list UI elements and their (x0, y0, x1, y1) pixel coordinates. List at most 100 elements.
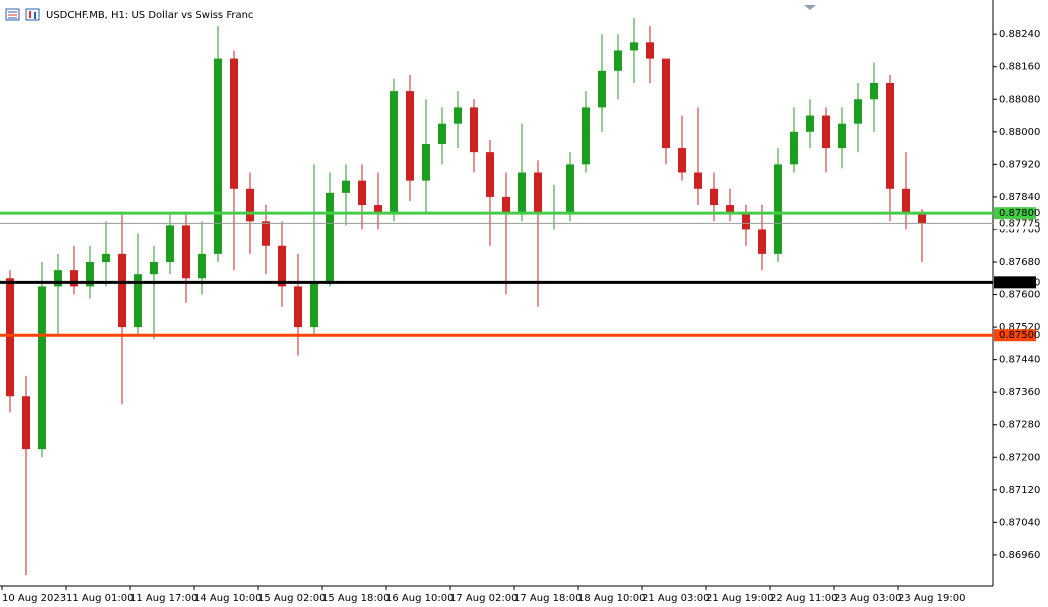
candle-body (518, 172, 526, 214)
y-tick-label: 0.87520 (999, 322, 1040, 333)
candle-body (310, 282, 318, 328)
candle-body (198, 253, 206, 279)
chart-title: USDCHF.MB, H1: US Dollar vs Swiss Franc (46, 10, 253, 21)
candle-body (838, 123, 846, 149)
x-tick-label: 21 Aug 03:00 (642, 593, 709, 604)
level-label-box (994, 276, 1036, 289)
y-tick-label: 0.87360 (999, 387, 1040, 398)
level-label-box (994, 207, 1036, 220)
x-tick-label: 14 Aug 10:00 (194, 593, 261, 604)
candle-body (710, 188, 718, 206)
candle-body (86, 262, 94, 287)
x-tick-label: 22 Aug 11:00 (770, 593, 837, 604)
candle-body (214, 58, 222, 254)
y-tick-label: 0.87280 (999, 420, 1040, 431)
candle-body (614, 50, 622, 71)
y-tick-label: 0.88080 (999, 94, 1040, 105)
candle-body (694, 172, 702, 189)
y-tick-label: 0.88000 (999, 127, 1040, 138)
x-tick-label: 17 Aug 18:00 (514, 593, 581, 604)
scroll-marker (804, 5, 816, 10)
current-price-label: 0.87775 (999, 218, 1040, 229)
candle-body (438, 123, 446, 145)
candle-body (374, 205, 382, 214)
level-label: 0.87800 (999, 208, 1040, 219)
candle-body (806, 115, 814, 132)
candle-body (422, 144, 430, 181)
candle-body (54, 270, 62, 287)
x-tick-label: 21 Aug 19:00 (706, 593, 773, 604)
candle-body (22, 396, 30, 450)
candle-body (758, 229, 766, 254)
candle-body (774, 164, 782, 254)
candle-body (822, 115, 830, 149)
candle-body (70, 270, 78, 287)
x-tick-label: 17 Aug 02:00 (450, 593, 517, 604)
x-tick-label: 11 Aug 17:00 (130, 593, 197, 604)
candle-body (678, 148, 686, 173)
candle-body (566, 164, 574, 214)
candle-body (598, 70, 606, 108)
candle-body (646, 42, 654, 59)
symbol-icons (5, 8, 40, 21)
candle-body (854, 99, 862, 124)
candle-body (150, 262, 158, 275)
candle-body (486, 152, 494, 197)
candle-body (278, 245, 286, 287)
candle-body (918, 213, 926, 224)
candle-body (582, 107, 590, 165)
y-tick-label: 0.88240 (999, 29, 1040, 40)
y-tick-label: 0.87840 (999, 192, 1040, 203)
y-tick-label: 0.87920 (999, 159, 1040, 170)
candle-body (326, 192, 334, 283)
y-tick-label: 0.87680 (999, 257, 1040, 268)
level-label: 0.87630 (999, 277, 1040, 288)
candle-body (182, 225, 190, 279)
candle-body (262, 221, 270, 246)
candle-body (230, 58, 238, 189)
candle-body (342, 180, 350, 193)
candle-body (502, 196, 510, 214)
level-label: 0.87500 (999, 330, 1040, 341)
candle-body (38, 286, 46, 450)
current-price-box (994, 217, 1038, 230)
x-tick-label: 23 Aug 03:00 (834, 593, 901, 604)
candle-body (406, 91, 414, 181)
candle-body (134, 274, 142, 328)
y-tick-label: 0.87040 (999, 517, 1040, 528)
x-tick-label: 23 Aug 19:00 (898, 593, 965, 604)
candle-body (118, 253, 126, 328)
candle-body (534, 172, 542, 214)
candle-body (102, 253, 110, 263)
x-tick-label: 11 Aug 01:00 (66, 593, 133, 604)
candle-body (6, 278, 14, 397)
candle-body (166, 225, 174, 263)
x-tick-label: 10 Aug 2023 (2, 593, 66, 604)
y-tick-label: 0.87440 (999, 355, 1040, 366)
candle-body (246, 188, 254, 222)
level-label-box (994, 329, 1036, 342)
candle-body (790, 131, 798, 165)
y-tick-label: 0.86960 (999, 550, 1040, 561)
candle-body (662, 58, 670, 149)
x-tick-label: 18 Aug 10:00 (578, 593, 645, 604)
candle-body (454, 107, 462, 124)
x-tick-label: 16 Aug 10:00 (386, 593, 453, 604)
y-tick-label: 0.87200 (999, 452, 1040, 463)
candle-body (742, 213, 750, 230)
candle-body (726, 205, 734, 214)
candle-body (886, 82, 894, 189)
y-tick-label: 0.88160 (999, 62, 1040, 73)
y-tick-label: 0.87760 (999, 224, 1040, 235)
x-tick-label: 15 Aug 18:00 (322, 593, 389, 604)
candle-body (358, 180, 366, 206)
candle-body (470, 107, 478, 153)
candle-body (294, 286, 302, 328)
y-tick-label: 0.87600 (999, 290, 1040, 301)
y-tick-label: 0.87120 (999, 485, 1040, 496)
candle-body (390, 91, 398, 214)
candle-body (870, 82, 878, 100)
x-tick-label: 15 Aug 02:00 (258, 593, 325, 604)
